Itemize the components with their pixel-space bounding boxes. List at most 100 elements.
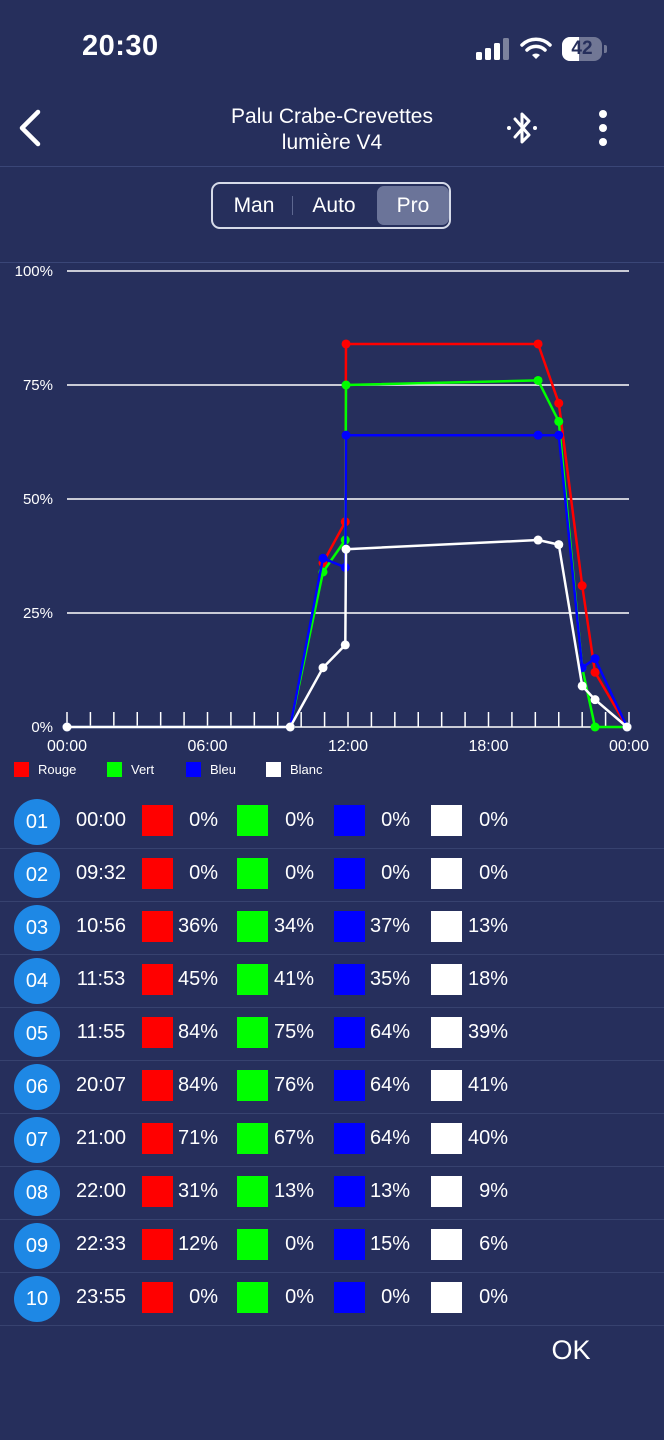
- green-value[interactable]: 67%: [273, 1127, 314, 1149]
- data-point-vert[interactable]: [341, 380, 351, 390]
- white-value[interactable]: 0%: [479, 809, 508, 831]
- x-tick-label: 18:00: [468, 738, 508, 755]
- table-row[interactable]: 06 20:07 84% 76% 64% 41%: [0, 1060, 664, 1114]
- data-point-bleu[interactable]: [533, 430, 543, 440]
- red-swatch: [142, 1229, 173, 1260]
- green-value[interactable]: 0%: [285, 1233, 314, 1255]
- back-chevron-icon[interactable]: [12, 106, 52, 150]
- legend-swatch-blanc: [266, 762, 281, 777]
- green-value[interactable]: 75%: [273, 1021, 314, 1043]
- y-tick-label: 25%: [23, 605, 53, 622]
- data-point-blanc[interactable]: [577, 681, 587, 691]
- mode-auto[interactable]: Auto: [312, 194, 356, 217]
- green-value[interactable]: 0%: [285, 862, 314, 884]
- blue-value[interactable]: 35%: [369, 968, 410, 990]
- row-time[interactable]: 11:53: [76, 968, 126, 990]
- row-time[interactable]: 09:32: [75, 862, 127, 884]
- red-value[interactable]: 45%: [177, 968, 218, 990]
- row-time[interactable]: 20:07: [75, 1074, 127, 1096]
- row-index-badge: 05: [14, 1011, 60, 1057]
- blue-value[interactable]: 37%: [369, 915, 410, 937]
- red-value[interactable]: 71%: [177, 1127, 218, 1149]
- table-row[interactable]: 08 22:00 31% 13% 13% 9%: [0, 1166, 664, 1220]
- green-value[interactable]: 34%: [273, 915, 314, 937]
- white-value[interactable]: 9%: [479, 1180, 508, 1202]
- green-value[interactable]: 76%: [273, 1074, 314, 1096]
- table-row[interactable]: 10 23:55 0% 0% 0% 0%: [0, 1272, 664, 1326]
- white-value[interactable]: 40%: [467, 1127, 508, 1149]
- white-value[interactable]: 6%: [479, 1233, 508, 1255]
- data-point-vert[interactable]: [554, 416, 564, 426]
- row-time[interactable]: 21:00: [75, 1127, 127, 1149]
- table-row[interactable]: 03 10:56 36% 34% 37% 13%: [0, 901, 664, 955]
- data-point-blanc[interactable]: [533, 535, 543, 545]
- white-value[interactable]: 0%: [479, 1286, 508, 1308]
- row-time[interactable]: 22:00: [75, 1180, 127, 1202]
- table-row[interactable]: 05 11:55 84% 75% 64% 39%: [0, 1007, 664, 1061]
- data-point-rouge[interactable]: [341, 339, 351, 349]
- white-swatch: [431, 1070, 462, 1101]
- green-value[interactable]: 41%: [273, 968, 314, 990]
- data-point-blanc[interactable]: [62, 722, 72, 732]
- row-time[interactable]: 00:00: [75, 809, 127, 831]
- blue-value[interactable]: 0%: [381, 809, 410, 831]
- data-point-blanc[interactable]: [590, 695, 600, 705]
- data-point-rouge[interactable]: [554, 398, 564, 408]
- data-point-bleu[interactable]: [590, 654, 600, 664]
- data-point-blanc[interactable]: [340, 640, 350, 650]
- data-point-vert[interactable]: [533, 375, 543, 385]
- blue-value[interactable]: 13%: [369, 1180, 410, 1202]
- white-value[interactable]: 41%: [467, 1074, 508, 1096]
- bluetooth-icon[interactable]: [504, 108, 540, 148]
- data-point-rouge[interactable]: [533, 339, 543, 349]
- blue-value[interactable]: 64%: [369, 1074, 410, 1096]
- blue-swatch: [334, 858, 365, 889]
- red-value[interactable]: 0%: [189, 862, 218, 884]
- blue-value[interactable]: 0%: [381, 1286, 410, 1308]
- mode-pro[interactable]: Pro: [377, 186, 449, 225]
- red-value[interactable]: 84%: [177, 1021, 218, 1043]
- data-point-blanc[interactable]: [341, 544, 351, 554]
- data-point-rouge[interactable]: [577, 581, 587, 591]
- light-schedule-chart[interactable]: 0% 25% 50% 75% 100% 00:00 06:00 12:00 18:00 00:00: [0, 262, 664, 757]
- blue-value[interactable]: 15%: [369, 1233, 410, 1255]
- table-row[interactable]: 09 22:33 12% 0% 15% 6%: [0, 1219, 664, 1273]
- row-time[interactable]: 11:55: [76, 1021, 126, 1043]
- red-value[interactable]: 12%: [177, 1233, 218, 1255]
- data-point-bleu[interactable]: [318, 553, 328, 563]
- table-row[interactable]: 02 09:32 0% 0% 0% 0%: [0, 848, 664, 902]
- data-point-blanc[interactable]: [285, 722, 295, 732]
- red-value[interactable]: 36%: [177, 915, 218, 937]
- row-time[interactable]: 23:55: [75, 1286, 127, 1308]
- data-point-blanc[interactable]: [554, 540, 564, 550]
- red-value[interactable]: 0%: [189, 809, 218, 831]
- row-time[interactable]: 10:56: [75, 915, 127, 937]
- ok-button[interactable]: OK: [551, 1335, 591, 1365]
- white-value[interactable]: 18%: [467, 968, 508, 990]
- mode-man[interactable]: Man: [233, 194, 275, 217]
- more-vertical-icon[interactable]: [588, 106, 618, 150]
- table-row[interactable]: 01 00:00 0% 0% 0% 0%: [0, 795, 664, 849]
- green-value[interactable]: 13%: [273, 1180, 314, 1202]
- table-row[interactable]: 04 11:53 45% 41% 35% 18%: [0, 954, 664, 1008]
- white-value[interactable]: 13%: [467, 915, 508, 937]
- data-point-blanc[interactable]: [318, 663, 328, 673]
- green-value[interactable]: 0%: [285, 809, 314, 831]
- blue-value[interactable]: 0%: [381, 862, 410, 884]
- white-value[interactable]: 0%: [479, 862, 508, 884]
- blue-value[interactable]: 64%: [369, 1021, 410, 1043]
- white-swatch: [431, 805, 462, 836]
- green-value[interactable]: 0%: [285, 1286, 314, 1308]
- red-value[interactable]: 84%: [177, 1074, 218, 1096]
- red-value[interactable]: 0%: [189, 1286, 218, 1308]
- data-point-vert[interactable]: [590, 722, 600, 732]
- data-point-rouge[interactable]: [590, 667, 600, 677]
- row-time[interactable]: 22:33: [75, 1233, 127, 1255]
- data-point-bleu[interactable]: [554, 430, 564, 440]
- data-point-blanc[interactable]: [622, 722, 632, 732]
- table-row[interactable]: 07 21:00 71% 67% 64% 40%: [0, 1113, 664, 1167]
- red-value[interactable]: 31%: [177, 1180, 218, 1202]
- blue-value[interactable]: 64%: [369, 1127, 410, 1149]
- data-point-bleu[interactable]: [341, 430, 351, 440]
- white-value[interactable]: 39%: [467, 1021, 508, 1043]
